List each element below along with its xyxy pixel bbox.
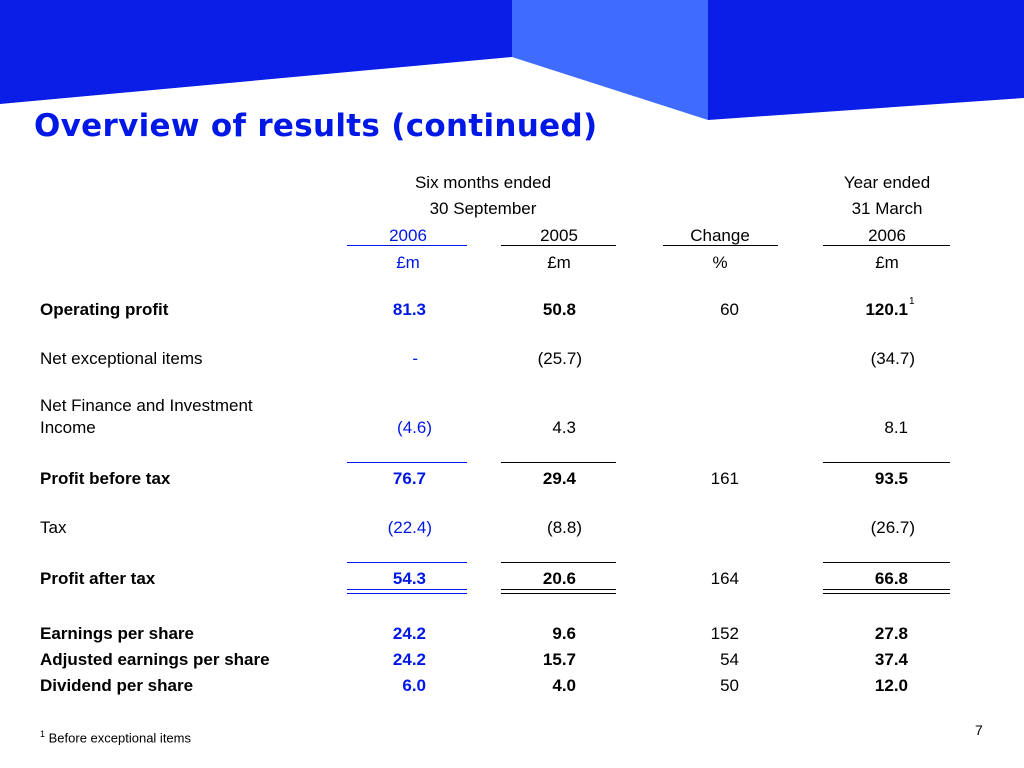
header-banner [0,0,1024,120]
operating-profit-year: 120.1 [865,300,908,319]
tax-year: (26.7) [870,518,915,537]
row-label-eps: Earnings per share [40,624,195,643]
footnote: 1 Before exceptional items [40,729,191,745]
row-label-profit-after-tax: Profit after tax [40,569,156,588]
profit-before-tax-2006: 76.7 [392,469,426,488]
adjusted-eps-2006: 24.2 [392,650,426,669]
operating-profit-2005: 50.8 [542,300,576,319]
net-finance-2005: 4.3 [552,418,576,437]
total-line-2005 [501,562,616,563]
adjusted-eps-year: 37.4 [874,650,908,669]
profit-before-tax-year: 93.5 [874,469,908,488]
tax-2005: (8.8) [547,518,582,537]
operating-profit-change: 60 [720,300,739,319]
dps-change: 50 [720,676,739,695]
col-header-change: Change [690,226,750,245]
row-label-net-exceptional: Net exceptional items [40,349,203,368]
net-exceptional-2005: (25.7) [537,349,582,368]
col-header-2006: 2006 [389,226,427,245]
header-year-ended-line2: 31 March [851,199,923,218]
subtotal-line-year [823,462,950,463]
row-label-operating-profit: Operating profit [40,300,169,319]
profit-after-tax-change: 164 [710,569,739,588]
tax-2006: (22.4) [387,518,432,537]
unit-2006: £m [396,253,420,272]
eps-year: 27.8 [874,624,908,643]
col-header-2005: 2005 [540,226,578,245]
row-label-net-finance-line1: Net Finance and Investment [40,396,253,415]
header-six-months-line1: Six months ended [414,173,552,192]
footnote-text: Before exceptional items [48,730,191,746]
header-year-ended-line1: Year ended [843,173,931,192]
subtotal-line-2006 [347,462,467,463]
profit-before-tax-change: 161 [710,469,739,488]
dps-2005: 4.0 [552,676,576,695]
dps-2006: 6.0 [402,676,426,695]
row-label-profit-before-tax: Profit before tax [40,469,171,488]
header-underline-2005 [501,245,616,246]
footnote-marker: 1 [40,729,46,739]
header-underline-2006 [347,245,467,246]
unit-change: % [712,253,728,272]
profit-before-tax-2005: 29.4 [542,469,576,488]
row-label-adjusted-eps: Adjusted earnings per share [40,650,270,669]
profit-after-tax-2006: 54.3 [392,569,426,588]
total-line-2006 [347,562,467,563]
page-number: 7 [975,722,983,738]
page-title: Overview of results (continued) [34,108,598,144]
dps-year: 12.0 [874,676,908,695]
net-exceptional-year: (34.7) [870,349,915,368]
eps-2005: 9.6 [552,624,576,643]
unit-2005: £m [547,253,571,272]
header-underline-change [663,245,778,246]
header-underline-year [823,245,950,246]
eps-2006: 24.2 [392,624,426,643]
eps-change: 152 [710,624,739,643]
double-underline-2006 [347,589,467,594]
net-exceptional-2006: - [412,349,418,368]
net-finance-2006: (4.6) [397,418,432,437]
profit-after-tax-2005: 20.6 [542,569,576,588]
double-underline-2005 [501,589,616,594]
col-header-year-2006: 2006 [868,226,906,245]
operating-profit-footnote-marker: 1 [909,296,915,307]
double-underline-year [823,589,950,594]
unit-year: £m [875,253,899,272]
profit-after-tax-year: 66.8 [874,569,908,588]
operating-profit-2006: 81.3 [392,300,426,319]
row-label-tax: Tax [40,518,67,537]
subtotal-line-2005 [501,462,616,463]
row-label-net-finance-line2: Income [40,418,96,437]
header-six-months-line2: 30 September [429,199,537,218]
net-finance-year: 8.1 [884,418,908,437]
total-line-year [823,562,950,563]
adjusted-eps-2005: 15.7 [542,650,576,669]
adjusted-eps-change: 54 [720,650,739,669]
row-label-dps: Dividend per share [40,676,194,695]
